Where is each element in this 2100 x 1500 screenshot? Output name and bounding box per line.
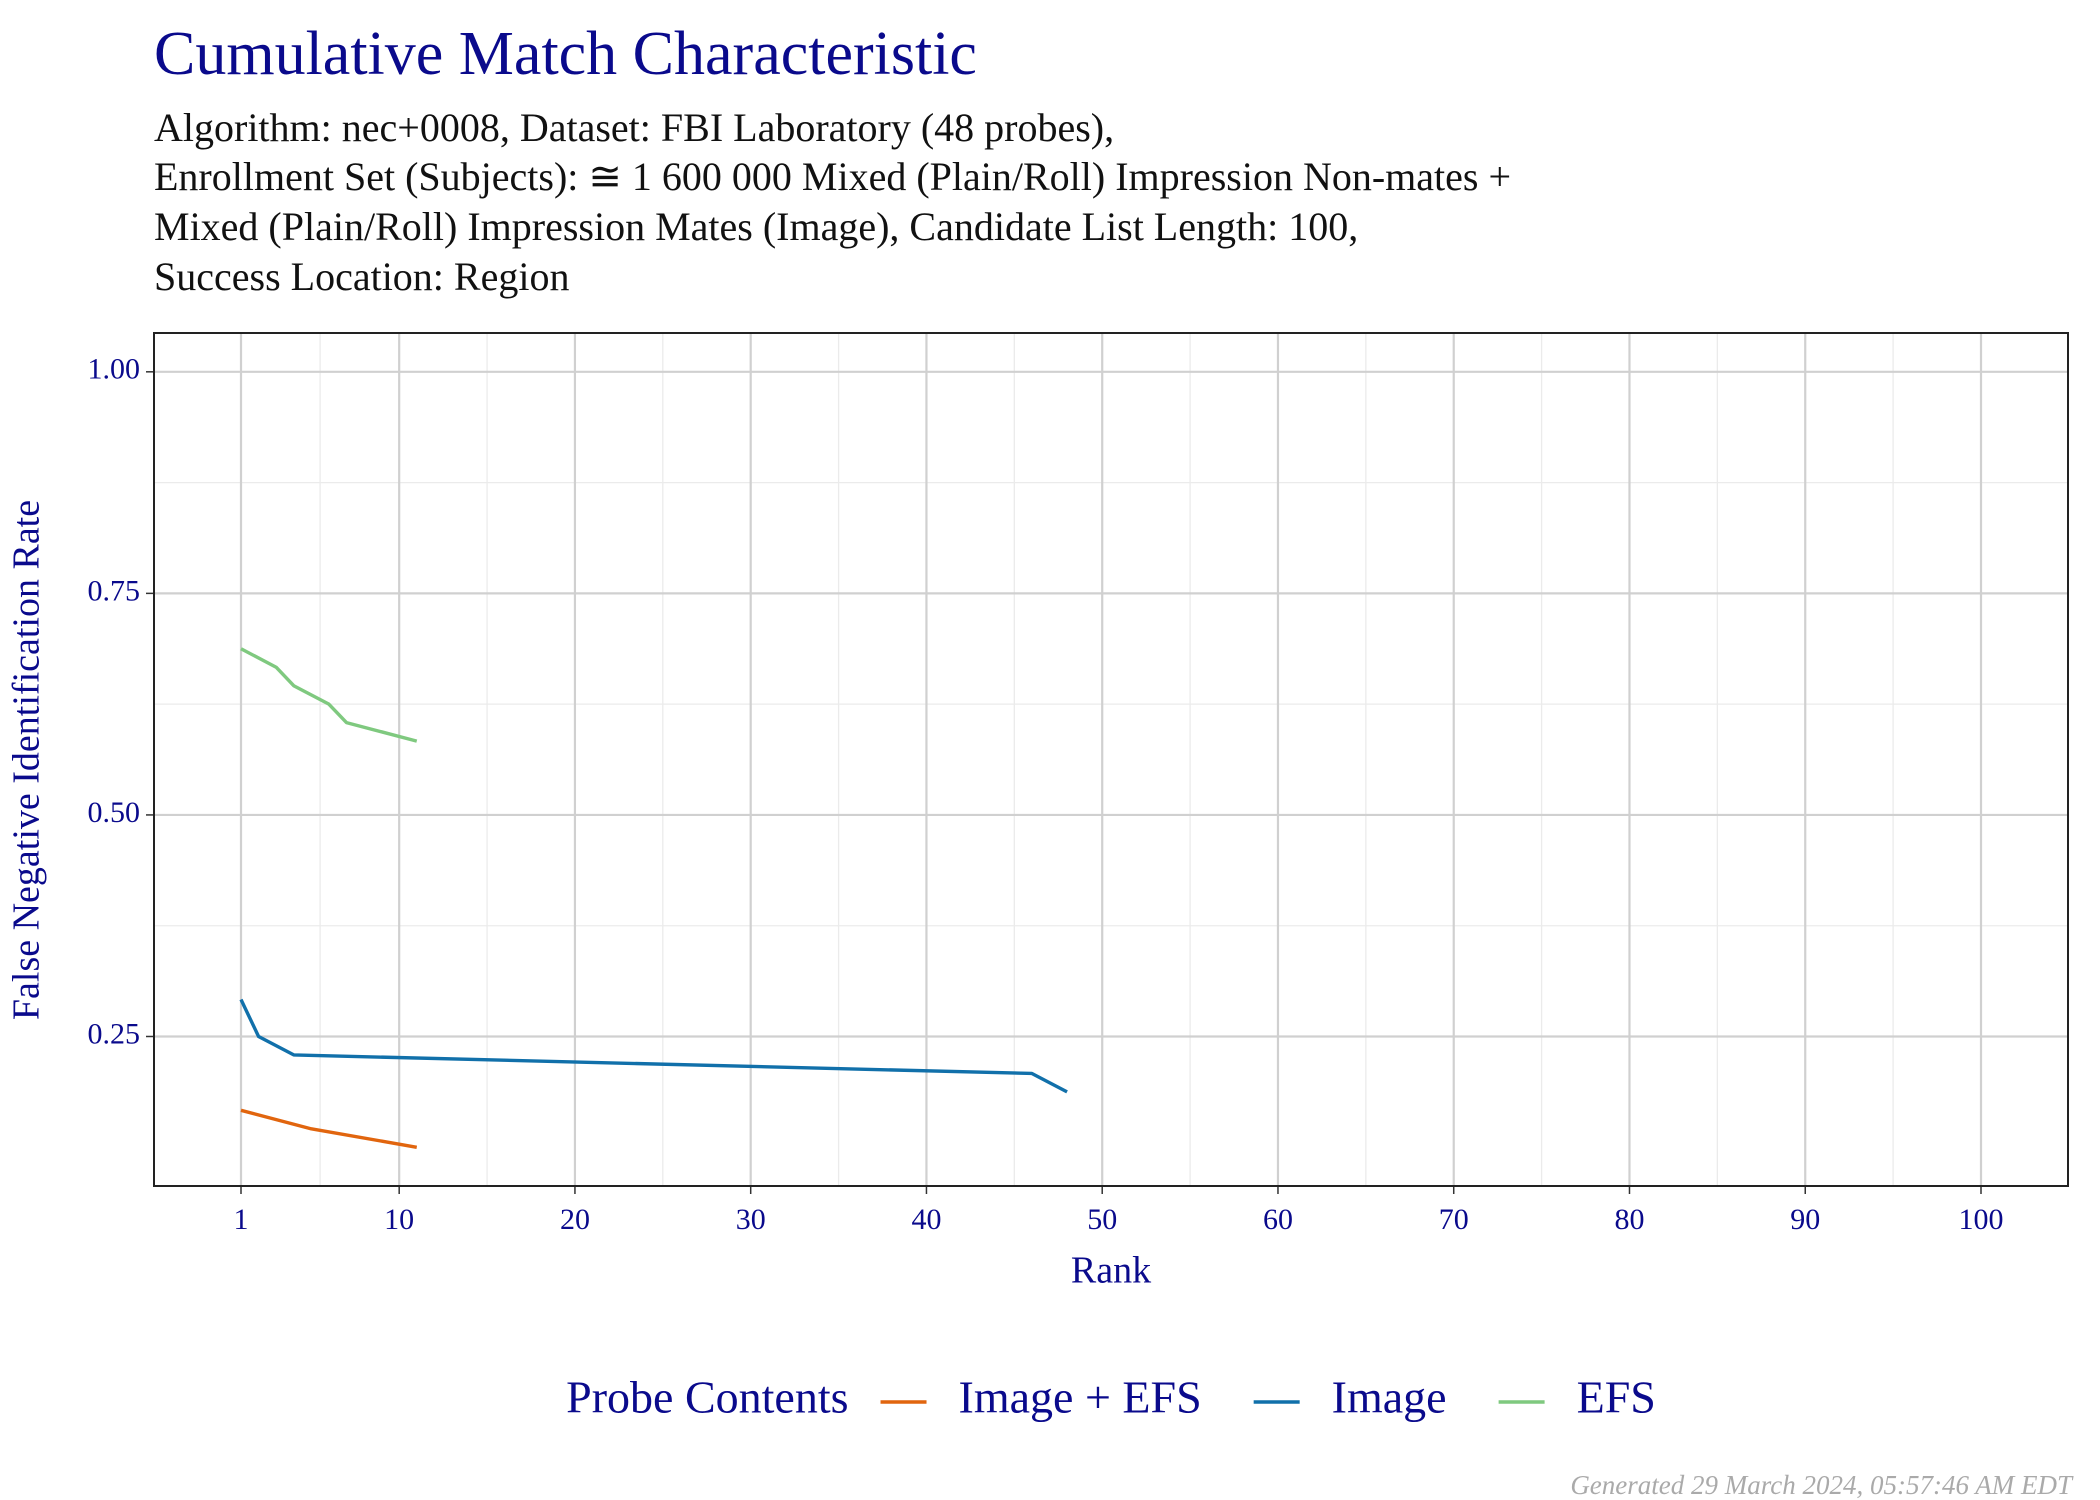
legend: Probe Contents Image + EFS Image EFS	[566, 1372, 1656, 1423]
x-tick-label: 50	[1087, 1203, 1117, 1236]
x-tick-label: 20	[560, 1203, 590, 1236]
subtitle: Success Location: Region	[154, 254, 569, 299]
y-tick-label: 0.25	[88, 1017, 141, 1050]
x-tick-label: 40	[911, 1203, 941, 1236]
series-line	[240, 1108, 418, 1149]
x-tick-label: 90	[1790, 1203, 1820, 1236]
subtitle: Mixed (Plain/Roll) Impression Mates (Ima…	[154, 204, 1358, 249]
x-tick-label: 80	[1614, 1203, 1644, 1236]
subtitle: Enrollment Set (Subjects): ≅ 1 600 000 M…	[154, 154, 1511, 199]
y-tick-label: 0.75	[88, 574, 141, 607]
x-axis-title: Rank	[1071, 1250, 1151, 1292]
x-tick-label: 100	[1959, 1203, 2004, 1236]
grid	[154, 333, 2068, 1186]
x-tick-label: 60	[1263, 1203, 1293, 1236]
x-tick-label: 1	[234, 1203, 249, 1236]
x-tick-label: 10	[384, 1203, 414, 1236]
y-tick-label: 1.00	[88, 353, 141, 386]
series-line	[240, 647, 418, 743]
y-axis-title: False Negative Identification Rate	[6, 500, 48, 1020]
x-tick-label: 30	[736, 1203, 766, 1236]
subtitle: Algorithm: nec+0008, Dataset: FBI Labora…	[154, 105, 1114, 150]
legend-title: Probe Contents	[566, 1372, 848, 1423]
chart-title: Cumulative Match Characteristic	[154, 20, 977, 88]
legend-label: Image	[1332, 1372, 1447, 1423]
x-tick-label: 70	[1439, 1203, 1469, 1236]
series-line	[239, 998, 1068, 1094]
y-tick-label: 0.50	[88, 796, 141, 829]
legend-label: EFS	[1577, 1372, 1656, 1423]
legend-label: Image + EFS	[959, 1372, 1202, 1423]
panel-border	[153, 332, 2069, 1187]
footer: Generated 29 March 2024, 05:57:46 AM EDT	[1570, 1470, 2074, 1500]
